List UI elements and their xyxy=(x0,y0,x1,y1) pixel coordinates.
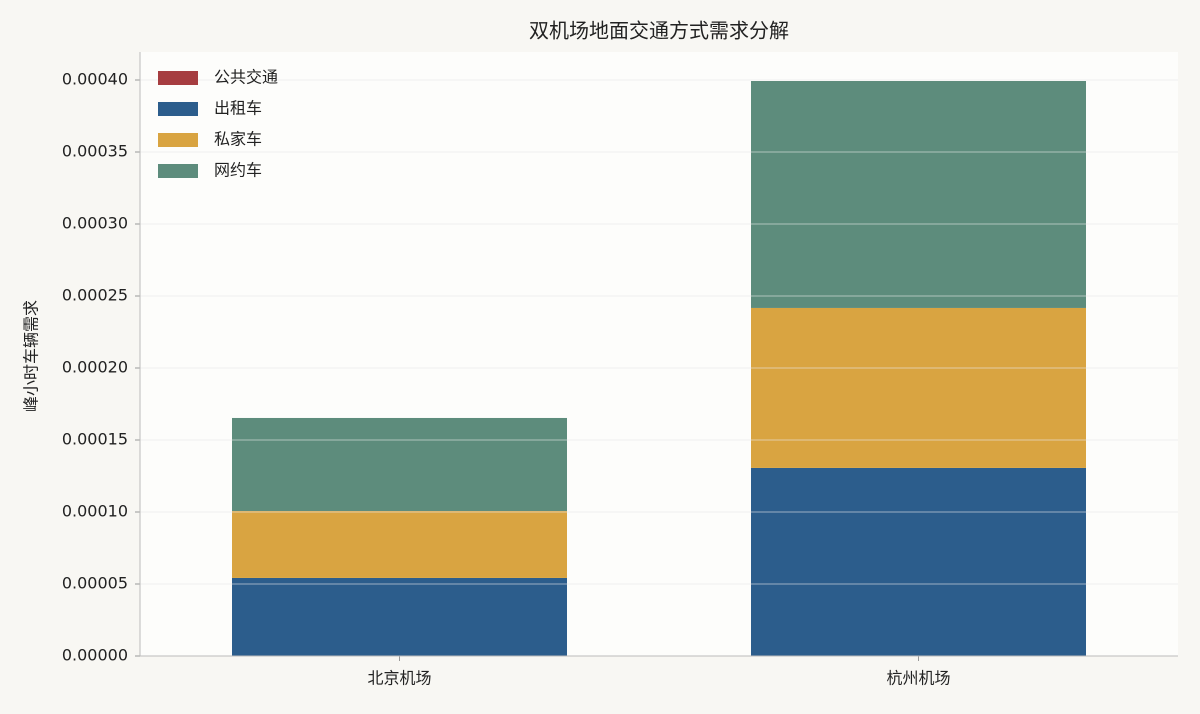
y-tick-label: 0.00000 xyxy=(62,646,128,665)
legend-label: 私家车 xyxy=(214,130,262,149)
legend-swatch xyxy=(158,71,198,85)
bar-segment xyxy=(751,81,1086,308)
bar-segment xyxy=(751,467,1086,656)
y-axis-label: 峰小时车辆需求 xyxy=(22,300,41,412)
bar-segment xyxy=(232,577,567,656)
x-tick-label: 杭州机场 xyxy=(886,669,950,688)
y-tick-label: 0.00010 xyxy=(62,502,128,521)
x-tick-label: 北京机场 xyxy=(367,669,431,688)
y-tick-label: 0.00030 xyxy=(62,214,128,233)
y-tick-label: 0.00020 xyxy=(62,358,128,377)
bar-segment xyxy=(232,417,567,511)
y-tick-label: 0.00040 xyxy=(62,70,128,89)
bar-segment xyxy=(232,510,567,578)
legend-swatch xyxy=(158,133,198,147)
y-tick-label: 0.00025 xyxy=(62,286,128,305)
legend-swatch xyxy=(158,102,198,116)
y-tick-label: 0.00015 xyxy=(62,430,128,449)
y-tick-label: 0.00005 xyxy=(62,574,128,593)
legend-label: 网约车 xyxy=(214,161,262,180)
legend-label: 公共交通 xyxy=(214,68,278,87)
bar-segment xyxy=(751,307,1086,468)
y-tick-label: 0.00035 xyxy=(62,142,128,161)
legend-swatch xyxy=(158,164,198,178)
legend-label: 出租车 xyxy=(214,99,262,118)
chart-title: 双机场地面交通方式需求分解 xyxy=(529,19,789,43)
